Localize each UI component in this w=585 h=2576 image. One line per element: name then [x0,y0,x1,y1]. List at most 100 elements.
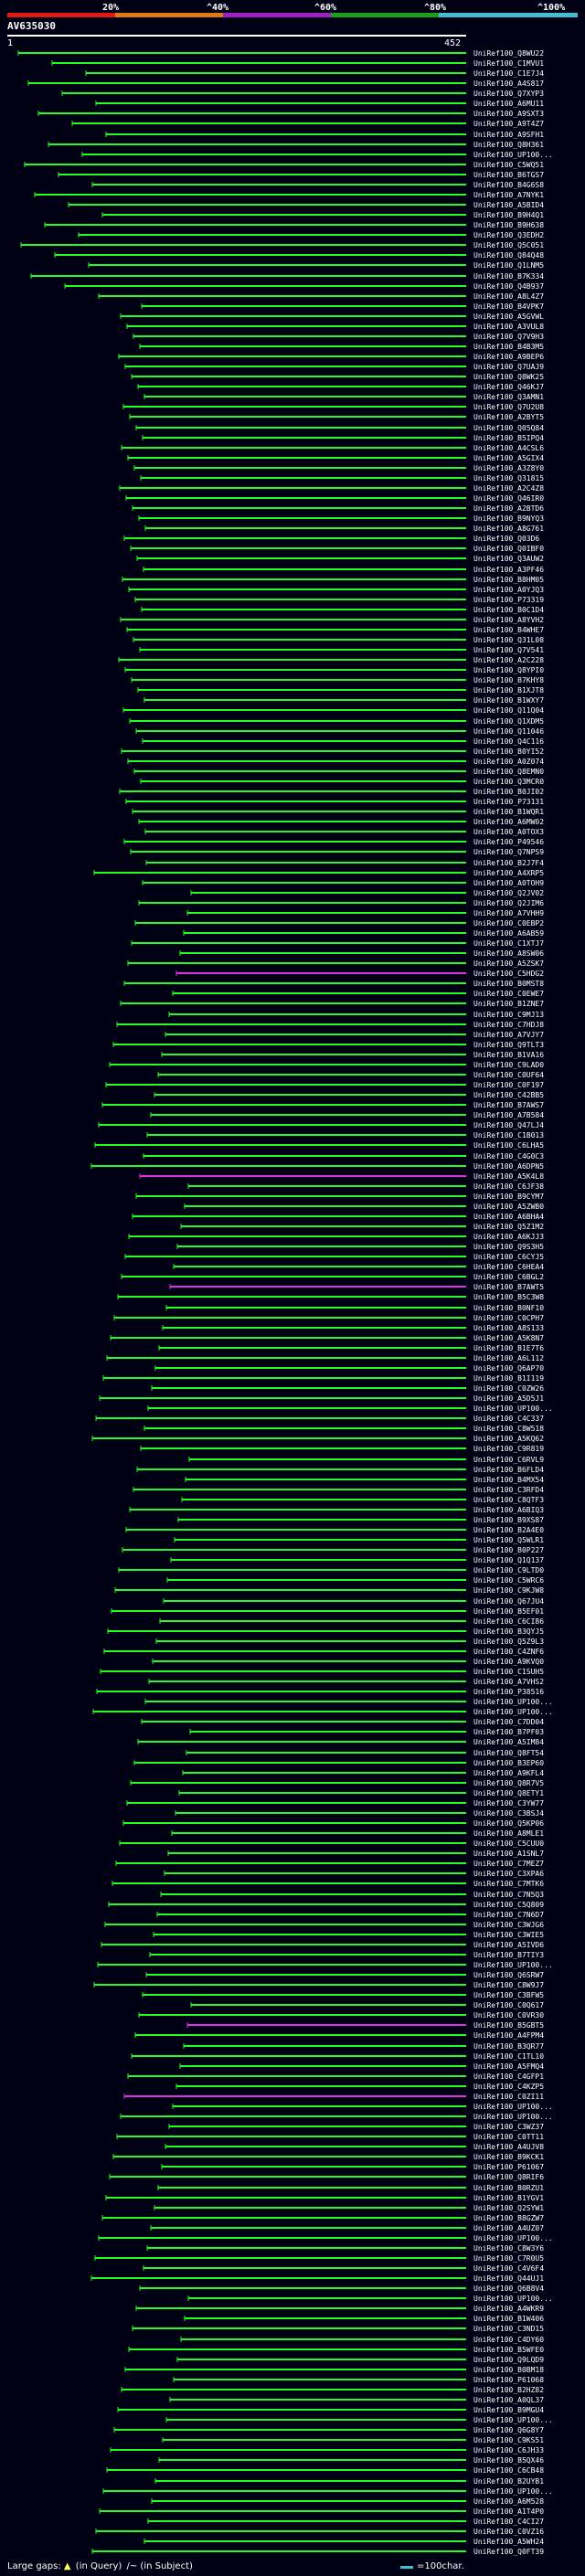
hit-label: UniRef100_C4GFP1 [473,2072,544,2081]
hit-label: UniRef100_B0JI02 [473,788,544,796]
hit-label: UniRef100_Q0IBF0 [473,545,544,553]
hit-label: UniRef100_C5Q809 [473,1901,544,1909]
hit-label: UniRef100_Q7XYP3 [473,90,544,98]
hit-label: UniRef100_C3BFW5 [473,1991,544,1999]
hit-label: UniRef100_B1VA16 [473,1051,544,1059]
hit-label: UniRef100_B2UYB1 [473,2477,544,2486]
hit-label: UniRef100_C9MJ13 [473,1011,544,1019]
hit-label: UniRef100_B7AWT5 [473,1283,544,1291]
hit-label: UniRef100_C1MVU1 [473,59,544,68]
query-end-label: 452 [444,38,461,48]
hit-label: UniRef100_B7TIY3 [473,1951,544,1959]
hit-label: UniRef100_UP100... [473,2487,553,2496]
hit-label: UniRef100_B5QX46 [473,2456,544,2465]
hit-label: UniRef100_C7N6D7 [473,1911,544,1919]
hit-label: UniRef100_C0EBP2 [473,919,544,928]
hit-label: UniRef100_Q3EDH2 [473,231,544,239]
hit-label: UniRef100_A7NYK1 [473,191,544,199]
hit-label: UniRef100_Q2JIM6 [473,899,544,907]
gap-query-marker-icon: ▲ [63,2561,71,2571]
hit-label: UniRef100_C6CI86 [473,1617,544,1626]
hit-label: UniRef100_Q9LQD9 [473,2356,544,2364]
hit-label: UniRef100_B0P227 [473,1546,544,1554]
hit-label: UniRef100_Q84Q48 [473,251,544,260]
hit-label: UniRef100_A2BYT5 [473,413,544,421]
hit-label: UniRef100_B0C1D4 [473,606,544,614]
hit-label: UniRef100_C8QTF3 [473,1496,544,1504]
hit-label: UniRef100_A6AB59 [473,929,544,938]
hit-label: UniRef100_A1SNL7 [473,1850,544,1858]
hit-label: UniRef100_A2C4Z8 [473,484,544,493]
hit-label: UniRef100_P73319 [473,596,544,604]
hit-label: UniRef100_A7VJY7 [473,1031,544,1039]
hit-label: UniRef100_C5WQ51 [473,161,544,169]
hit-label: UniRef100_B3QR77 [473,2042,544,2051]
hit-label: UniRef100_Q1Q137 [473,1556,544,1564]
hit-label: UniRef100_B1ZNE7 [473,1000,544,1008]
hit-label: UniRef100_B5WFE0 [473,2346,544,2354]
hit-label: UniRef100_B5GBT5 [473,2021,544,2030]
hit-label: UniRef100_C8W518 [473,1425,544,1433]
scale-tick-40: ^40% [207,3,229,13]
hit-label: UniRef100_B2J7F4 [473,859,544,867]
hit-label: UniRef100_C3BSJ4 [473,1809,544,1818]
hit-label: UniRef100_C5HDG2 [473,970,544,978]
hit-label: UniRef100_B0RZU1 [473,2184,544,2192]
hit-label: UniRef100_C3WJG6 [473,1921,544,1929]
hit-label: UniRef100_B4MX54 [473,1476,544,1484]
hit-label: UniRef100_B6TGS7 [473,171,544,179]
hit-label: UniRef100_B0NF10 [473,1304,544,1312]
hit-label: UniRef100_B7AWS7 [473,1101,544,1109]
scale-segment-1 [7,13,115,17]
hit-label: UniRef100_A5ZSK7 [473,959,544,968]
hit-label: UniRef100_UP100... [473,1961,553,1969]
hit-label: UniRef100_P61068 [473,2376,544,2384]
hit-label: UniRef100_A9T4Z7 [473,120,544,128]
hit-label: UniRef100_Q8WK25 [473,373,544,381]
hit-label: UniRef100_Q46IR0 [473,494,544,503]
scale-length-swatch [400,2566,413,2569]
hit-label: UniRef100_Q31L08 [473,636,544,644]
hit-label: UniRef100_Q5Z9L3 [473,1638,544,1646]
hit-label: UniRef100_C0Q617 [473,2001,544,2009]
hit-label: UniRef100_Q4C116 [473,737,544,746]
hit-label: UniRef100_C8W3Y6 [473,2244,544,2253]
hit-label: UniRef100_B9NYQ3 [473,514,544,523]
hit-label: UniRef100_A9KFL4 [473,1769,544,1777]
hit-label: UniRef100_Q9TLT3 [473,1041,544,1049]
hit-label: UniRef100_B4WHE7 [473,626,544,634]
hit-label: UniRef100_Q6G8Y7 [473,2426,544,2434]
hit-label: UniRef100_A5ZWB0 [473,1203,544,1211]
scale-tick-80: ^80% [424,3,446,13]
hit-label: UniRef100_UP100... [473,2295,553,2303]
hit-label: UniRef100_UP100... [473,1708,553,1716]
hit-label: UniRef100_Q5Z1M2 [473,1223,544,1231]
hit-label: UniRef100_A4WKR9 [473,2305,544,2313]
hit-label: UniRef100_P73131 [473,798,544,806]
hit-label: UniRef100_A2C228 [473,656,544,664]
hit-label: UniRef100_Q5KP06 [473,1819,544,1828]
hit-label: UniRef100_Q8H361 [473,141,544,149]
hit-label: UniRef100_C7R0U5 [473,2254,544,2263]
hit-label: UniRef100_A7B584 [473,1111,544,1119]
hit-label: UniRef100_B1I119 [473,1374,544,1383]
hit-label: UniRef100_C4C337 [473,1415,544,1423]
hit-label: UniRef100_A3PF46 [473,566,544,574]
hit-label: UniRef100_Q3AUW2 [473,555,544,563]
hit-label: UniRef100_A6BIQ3 [473,1506,544,1514]
scale-tick-60: ^60% [314,3,336,13]
hit-label: UniRef100_UP100... [473,2416,553,2424]
hit-label: UniRef100_Q7V9H3 [473,333,544,341]
hit-label: UniRef100_Q31815 [473,474,544,482]
hit-label: UniRef100_Q2SYW1 [473,2204,544,2212]
hit-label: UniRef100_B8HM05 [473,576,544,584]
hit-label: UniRef100_A8S133 [473,1324,544,1332]
hit-label: UniRef100_Q7U2U8 [473,403,544,411]
hit-label: UniRef100_Q4B937 [473,282,544,291]
hit-label: UniRef100_B7K334 [473,272,544,281]
hit-label: UniRef100_Q5WLR1 [473,1536,544,1544]
hit-label: UniRef100_A9SFH1 [473,131,544,139]
hit-label: UniRef100_C6CYJ5 [473,1253,544,1261]
hit-label: UniRef100_A6KJJ3 [473,1233,544,1241]
hit-label: UniRef100_C4KZP5 [473,2083,544,2091]
